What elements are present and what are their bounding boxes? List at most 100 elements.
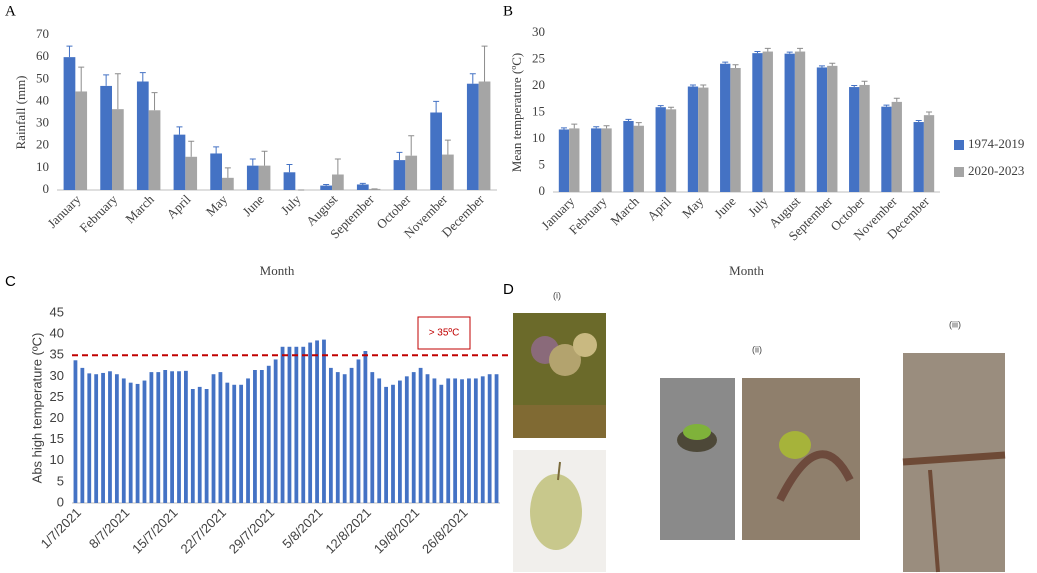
panel-label: C	[5, 273, 16, 290]
bar	[785, 54, 795, 192]
panel-label: A	[5, 3, 16, 19]
bar	[394, 160, 406, 190]
bar	[859, 85, 869, 192]
bar	[488, 374, 492, 503]
bar	[281, 347, 285, 503]
bar	[219, 372, 223, 503]
bar	[115, 374, 119, 503]
bar	[370, 372, 374, 503]
bar	[357, 184, 369, 190]
y-tick-label: 30	[50, 368, 64, 383]
bar	[634, 126, 644, 192]
bar	[80, 368, 84, 503]
y-tick-label: 35	[50, 347, 64, 362]
y-tick-label: 0	[43, 181, 50, 196]
bar	[184, 371, 188, 503]
bar	[274, 359, 278, 503]
y-tick-label: 50	[36, 70, 49, 85]
photo	[513, 313, 606, 438]
bar	[474, 378, 478, 503]
legend-label: 1974-2019	[968, 136, 1024, 151]
bar	[101, 373, 105, 503]
bar	[329, 368, 333, 503]
legend-label: 2020-2023	[968, 163, 1024, 178]
bar	[467, 84, 479, 190]
y-tick-label: 5	[539, 156, 546, 171]
y-axis-label: Mean temperature (ºC)	[509, 53, 524, 173]
bar	[247, 166, 259, 190]
bar	[453, 378, 457, 503]
bar	[136, 384, 140, 503]
bar	[320, 186, 332, 190]
bar	[357, 359, 361, 503]
bar	[495, 374, 499, 503]
x-axis-label: Month	[729, 263, 764, 278]
photo-caption: (i)	[553, 290, 561, 300]
bar	[405, 156, 417, 190]
y-tick-label: 40	[36, 92, 49, 107]
bar	[253, 370, 257, 503]
bar	[267, 366, 271, 503]
bar	[112, 109, 124, 190]
bar	[75, 91, 87, 190]
bar	[122, 378, 126, 503]
bar	[87, 373, 91, 503]
photo-caption: (iii)	[949, 319, 961, 329]
bar	[246, 378, 250, 503]
bar	[156, 372, 160, 503]
bar	[446, 378, 450, 503]
y-tick-label: 30	[36, 115, 49, 130]
bar	[149, 110, 161, 190]
photo	[742, 378, 860, 540]
bar	[601, 128, 611, 192]
bar	[259, 166, 271, 190]
bar	[284, 172, 296, 190]
bar	[94, 374, 98, 503]
bar	[442, 155, 454, 190]
bar	[763, 52, 773, 192]
bar	[129, 383, 133, 503]
y-tick-label: 30	[532, 24, 545, 39]
y-tick-label: 10	[36, 159, 49, 174]
bar	[419, 368, 423, 503]
bar	[64, 57, 76, 190]
bar	[377, 378, 381, 503]
bar	[688, 87, 698, 192]
bar	[363, 351, 367, 503]
y-tick-label: 0	[57, 494, 64, 509]
bar	[177, 371, 181, 503]
bar	[308, 343, 312, 503]
bar	[198, 387, 202, 503]
bar	[623, 121, 633, 192]
bar	[881, 107, 891, 192]
bar	[720, 64, 730, 192]
photo	[660, 378, 735, 540]
y-tick-label: 10	[532, 130, 545, 145]
bar	[100, 86, 112, 190]
y-axis-label: Abs high temperature (ºC)	[29, 333, 44, 484]
figure: D (i) (ii) (iii) A010203040506070Rainfal…	[0, 0, 1037, 573]
bar	[137, 82, 149, 191]
bar	[892, 102, 902, 192]
bar	[239, 385, 243, 503]
bar	[191, 389, 195, 503]
bar	[205, 389, 209, 503]
annotation: > 35ºC	[429, 328, 460, 339]
photo	[513, 450, 606, 572]
bar	[666, 109, 676, 192]
bar	[170, 371, 174, 503]
y-tick-label: 25	[50, 389, 64, 404]
bar	[222, 178, 234, 190]
bar	[398, 381, 402, 503]
bar	[405, 376, 409, 503]
x-axis-label: Month	[260, 263, 295, 278]
bar	[752, 53, 762, 192]
bar	[412, 372, 416, 503]
bar	[460, 379, 464, 503]
bar	[225, 383, 229, 503]
y-tick-label: 25	[532, 50, 545, 65]
legend-swatch	[954, 167, 964, 177]
bar	[288, 347, 292, 503]
bar	[795, 52, 805, 192]
panel-label: D	[503, 281, 514, 298]
